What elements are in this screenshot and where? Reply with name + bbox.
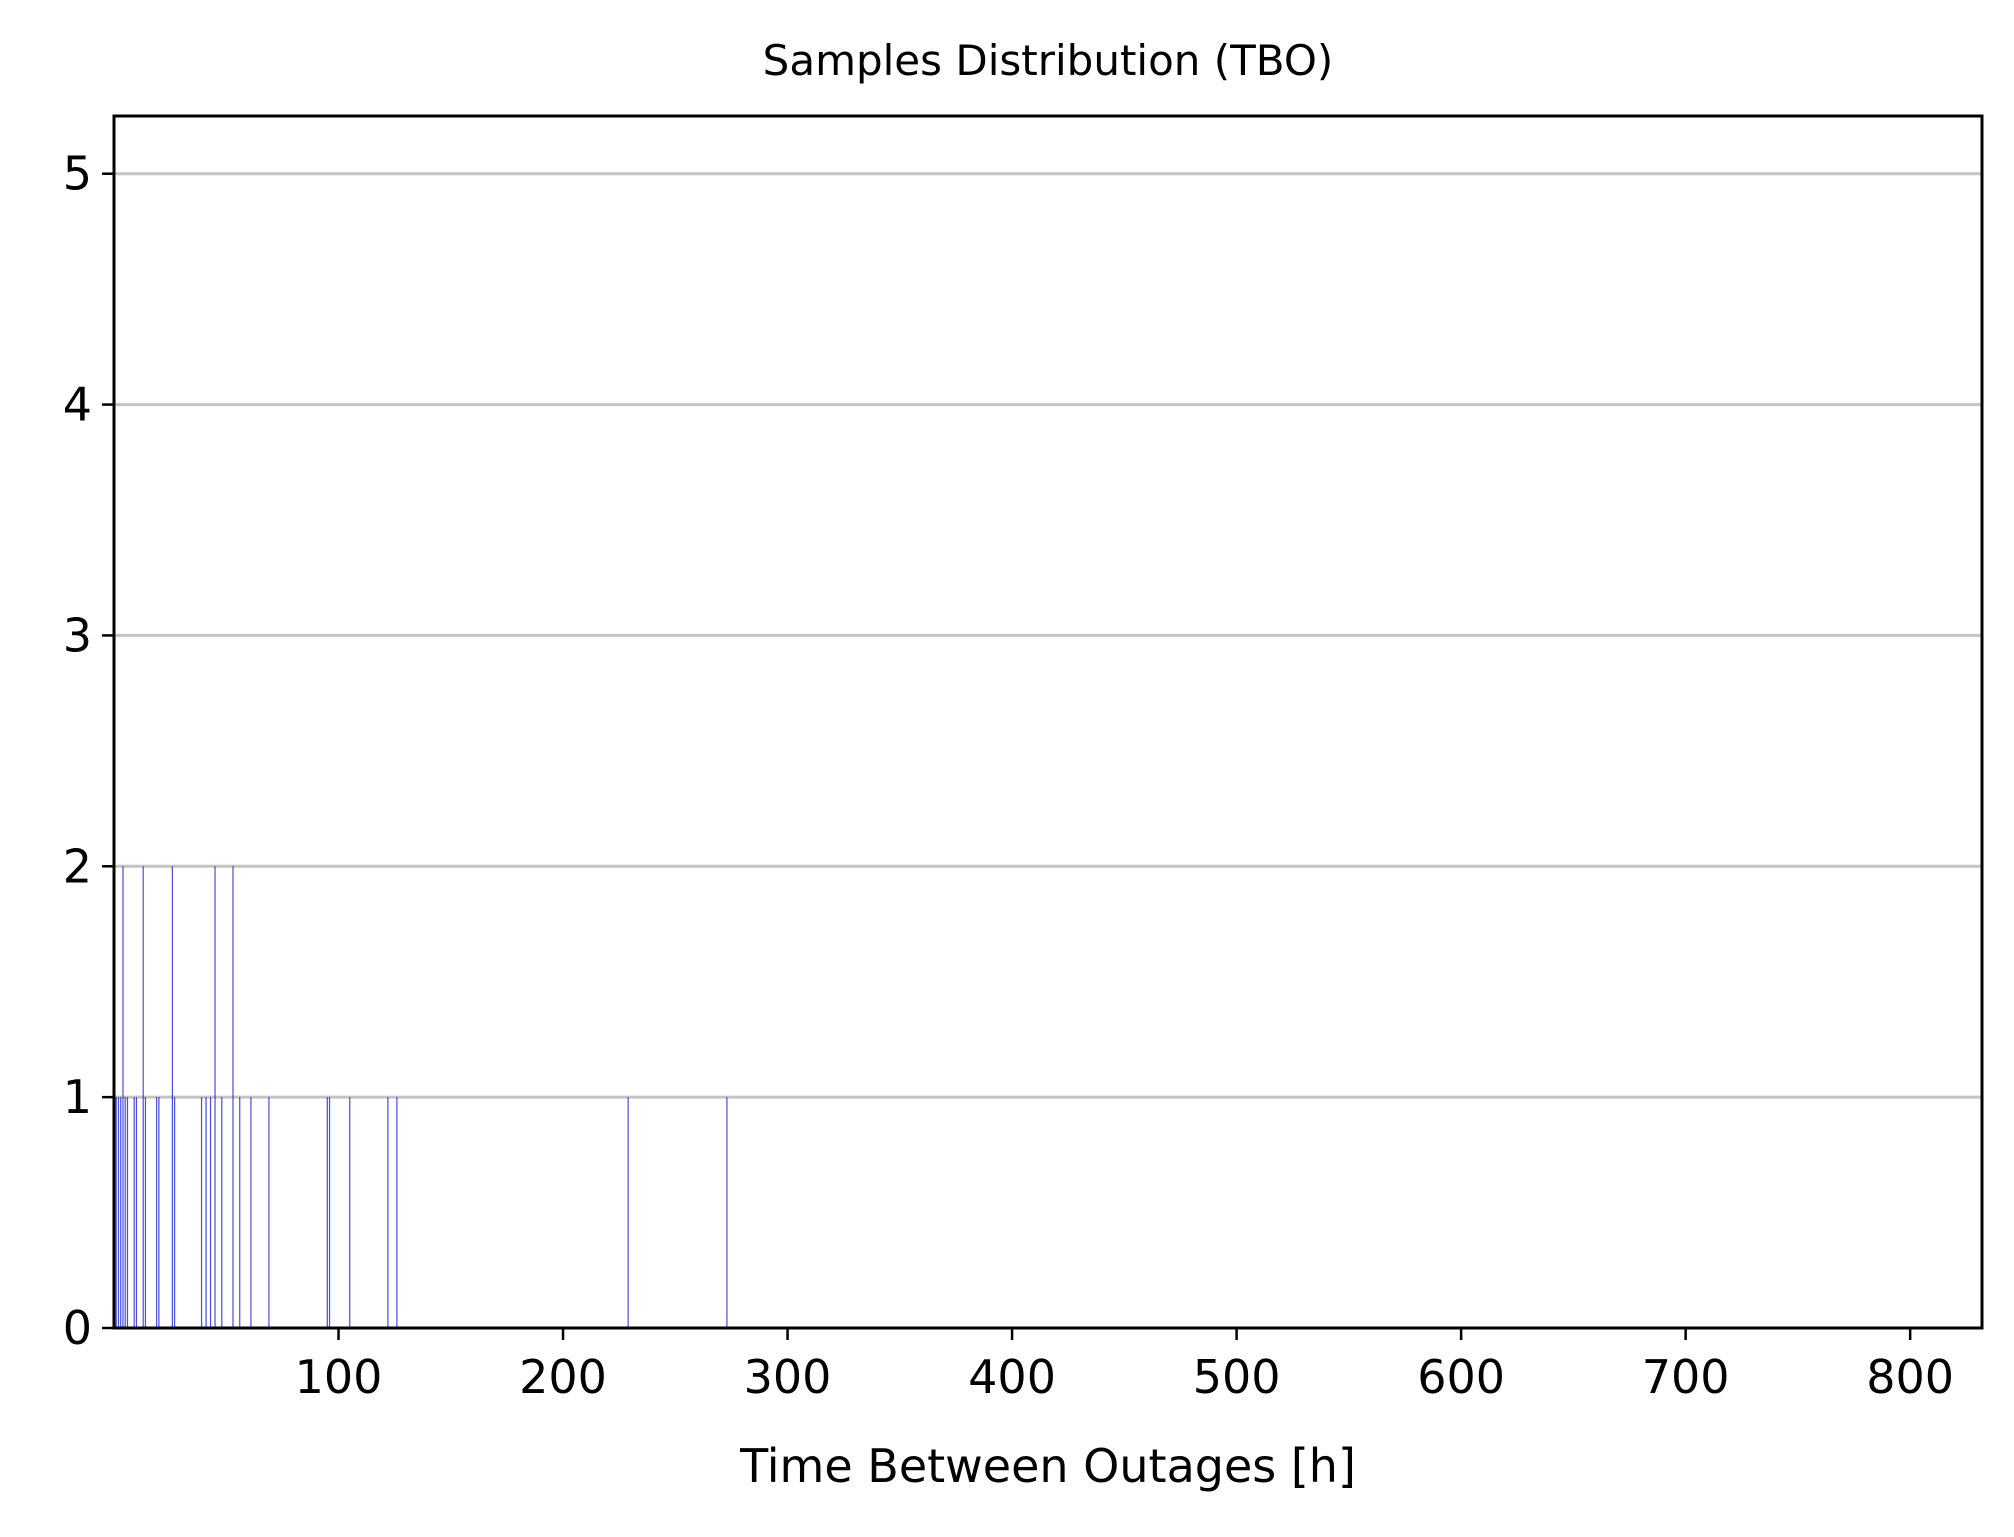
- x-tick-label: 500: [1193, 1350, 1281, 1404]
- plot-frame: [112, 114, 1984, 1330]
- gridlines: [114, 172, 1982, 1099]
- histogram-bar: [239, 1097, 241, 1328]
- histogram-bar: [627, 1097, 629, 1328]
- y-tick-label: 2: [63, 839, 92, 893]
- y-tick-label: 3: [63, 608, 92, 662]
- histogram-bar: [142, 866, 144, 1328]
- histogram-bar: [174, 1097, 176, 1328]
- histogram-bar: [214, 866, 216, 1328]
- x-tick-label: 700: [1642, 1350, 1730, 1404]
- histogram-bar: [115, 1097, 117, 1328]
- histogram-bar: [133, 1097, 135, 1328]
- histogram-bar: [387, 1097, 389, 1328]
- y-tick-label: 4: [63, 378, 92, 432]
- y-tick-label: 0: [63, 1301, 92, 1355]
- histogram-bar: [232, 866, 234, 1328]
- histogram-bar: [328, 1097, 331, 1328]
- x-tick-label: 300: [744, 1350, 832, 1404]
- histogram-bar: [726, 1097, 728, 1328]
- histogram-bar: [124, 1097, 126, 1328]
- x-tick-label: 200: [519, 1350, 607, 1404]
- histogram-bar: [171, 866, 173, 1328]
- y-tick-label: 5: [63, 147, 92, 201]
- histogram-bar: [117, 1097, 120, 1328]
- x-tick-label: 400: [968, 1350, 1056, 1404]
- histogram-bar: [205, 1097, 207, 1328]
- histogram-bar: [326, 1097, 328, 1328]
- axis-ticks: 100 200 300 400 500 600 700 800 0 1 2 3 4 5: [63, 147, 1954, 1404]
- histogram-bar: [349, 1097, 351, 1328]
- y-tick-label: 1: [63, 1070, 92, 1124]
- histogram-bar: [156, 1097, 158, 1328]
- histogram-bar: [135, 1097, 138, 1328]
- histogram-bar: [126, 1097, 129, 1328]
- histogram-bar: [158, 1097, 160, 1328]
- histogram-bar: [268, 1097, 270, 1328]
- x-tick-label: 800: [1866, 1350, 1954, 1404]
- histogram-bar: [122, 866, 124, 1328]
- histogram-bar: [209, 1097, 212, 1328]
- x-axis-label: Time Between Outages [h]: [739, 1439, 1356, 1493]
- x-tick-label: 100: [295, 1350, 383, 1404]
- x-tick-label: 600: [1417, 1350, 1505, 1404]
- histogram-bar: [144, 1097, 147, 1328]
- histogram-bar: [396, 1097, 398, 1328]
- histogram-bar: [221, 1097, 223, 1328]
- histogram-bars: [115, 866, 728, 1328]
- chart-title: Samples Distribution (TBO): [763, 36, 1334, 85]
- histogram-bar: [250, 1097, 252, 1328]
- histogram-bar: [120, 1097, 122, 1328]
- histogram-bar: [200, 1097, 203, 1328]
